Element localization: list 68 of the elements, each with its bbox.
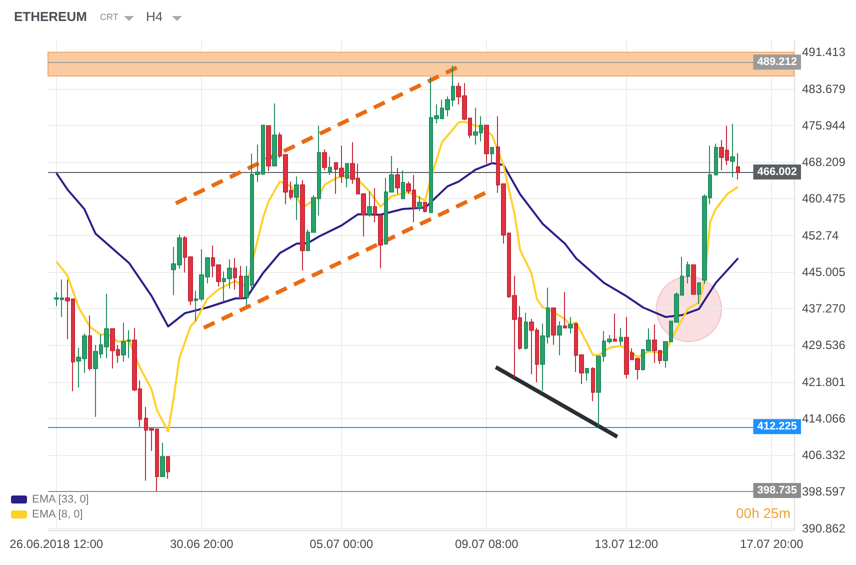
- chart-title: ETHEREUM: [14, 9, 87, 24]
- ref-line-label: 412.225: [757, 420, 797, 433]
- y-tick-label: 468.209: [802, 155, 846, 170]
- x-tick-label: 26.06.2018 12:00: [10, 537, 104, 551]
- legend-label: EMA [33, 0]: [32, 494, 89, 506]
- candlestick: [378, 214, 383, 269]
- candlestick: [697, 282, 701, 305]
- candlestick: [551, 307, 556, 346]
- candlestick: [401, 170, 405, 200]
- x-tick-label: 09.07 08:00: [454, 537, 519, 551]
- candlestick: [322, 148, 327, 171]
- candlestick: [613, 313, 617, 342]
- ref-line-label: 489.212: [757, 56, 797, 68]
- candlestick: [585, 368, 589, 382]
- candlestick: [272, 102, 277, 166]
- y-tick-label: 475.944: [802, 118, 846, 132]
- annotation: 00h 25m: [736, 505, 790, 521]
- ref-line-label: 466.002: [757, 166, 797, 178]
- y-tick-label: 452.74: [802, 228, 840, 242]
- candlestick: [490, 146, 494, 164]
- candlestick: [417, 196, 422, 212]
- y-tick-label: 406.332: [802, 448, 846, 462]
- x-tick-label: 30.06 20:00: [170, 537, 234, 551]
- y-tick-label: 390.862: [802, 521, 846, 536]
- candlestick: [373, 188, 377, 223]
- candlestick: [484, 124, 489, 164]
- text: CRT: [100, 12, 118, 22]
- candlestick: [619, 327, 623, 346]
- candlestick: [239, 265, 243, 299]
- candlestick: [568, 316, 573, 334]
- y-tick-label: 437.270: [802, 302, 846, 316]
- candlestick: [686, 261, 690, 284]
- candlestick: [166, 456, 170, 480]
- legend-label: EMA [8, 0]: [32, 508, 83, 520]
- y-tick-label: 429.536: [802, 338, 846, 352]
- y-tick-label: 491.413: [802, 45, 846, 60]
- candlestick: [300, 180, 305, 272]
- y-tick-label: 421.801: [802, 374, 846, 389]
- candlestick: [345, 163, 349, 188]
- candlestick: [591, 366, 595, 402]
- ref-line-label: 398.735: [757, 484, 797, 496]
- x-tick-label: 17.07 20:00: [740, 537, 804, 551]
- y-tick-label: 460.475: [802, 192, 846, 206]
- candlestick: [524, 312, 528, 350]
- candlestick: [714, 143, 718, 176]
- candlestick: [563, 291, 567, 329]
- candlestick: [736, 152, 740, 180]
- candlestick: [88, 315, 92, 371]
- candlestick: [233, 258, 237, 290]
- candlestick: [730, 123, 735, 178]
- y-tick-label: 483.679: [802, 82, 846, 96]
- candlestick: [160, 442, 165, 477]
- candlestick: [328, 156, 332, 176]
- candlestick: [266, 125, 271, 172]
- text: H4: [146, 9, 163, 24]
- candlestick: [367, 191, 372, 218]
- y-tick-label: 445.005: [802, 264, 846, 279]
- y-tick-label: 398.597: [802, 484, 846, 499]
- candlestick: [294, 176, 299, 220]
- y-tick-label: 414.066: [802, 411, 846, 426]
- candlestick: [691, 264, 696, 295]
- candlestick: [423, 202, 427, 213]
- x-tick-label: 13.07 12:00: [594, 537, 658, 551]
- candlestick: [557, 320, 562, 356]
- x-tick-label: 05.07 00:00: [310, 537, 374, 551]
- line-series: [55, 162, 740, 328]
- candlestick: [395, 167, 400, 194]
- line-series: [55, 120, 740, 433]
